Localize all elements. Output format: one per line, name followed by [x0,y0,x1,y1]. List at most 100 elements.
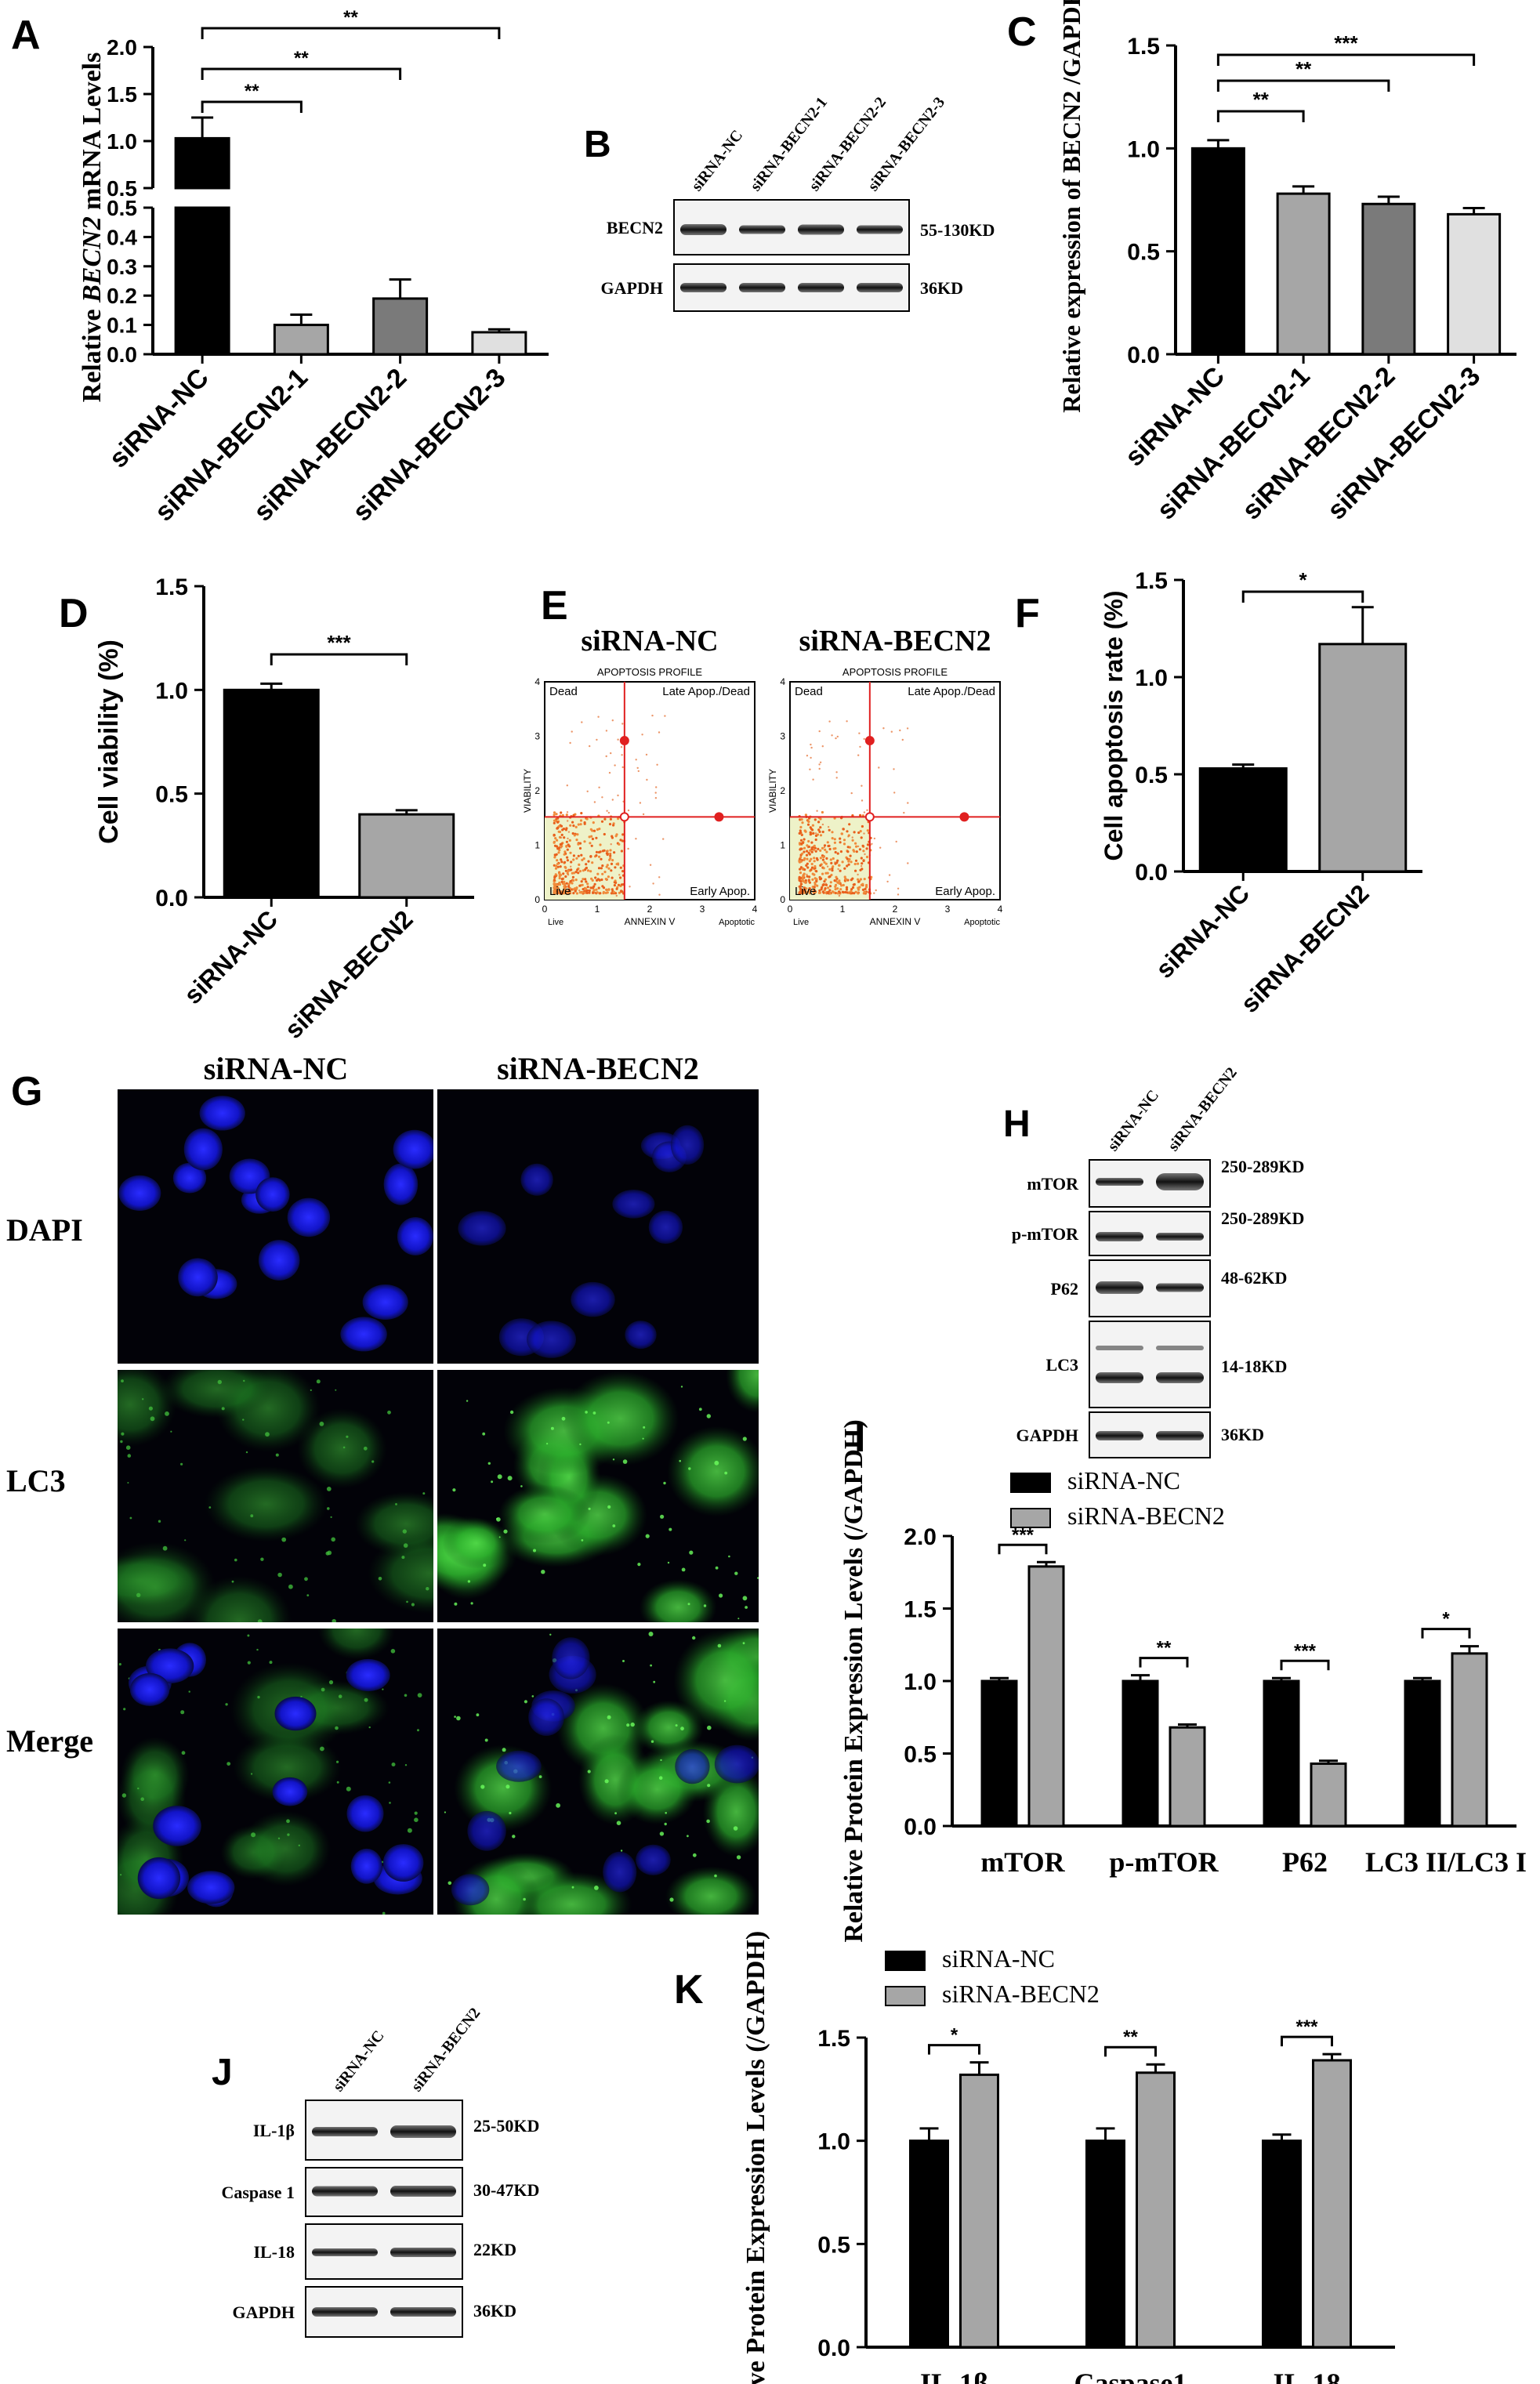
lc3-puncta [127,1454,132,1458]
event-dot [596,891,599,894]
event-dot [571,882,574,885]
event-dot [596,738,598,741]
event-dot [642,813,645,816]
flow-x-tick: 4 [752,904,758,915]
flow-y-tick: 3 [780,731,785,742]
event-dot [567,831,571,833]
bar-sirna-nc [980,1679,1018,1828]
event-dot [605,850,608,853]
event-dot [577,842,580,846]
event-dot [555,853,558,856]
lc3-puncta [669,1527,672,1531]
y-tick-label: 0.5 [817,2232,850,2258]
event-dot [658,876,661,879]
lc3-puncta [707,1784,711,1788]
dapi-nucleus [129,1672,170,1706]
event-dot [565,827,568,830]
dapi-nucleus [274,1696,317,1731]
lc3-puncta [622,1459,628,1464]
event-dot [562,889,565,893]
event-dot [828,885,832,888]
lc3-puncta [454,1716,456,1718]
event-dot [822,883,825,886]
dapi-nucleus [137,1857,181,1900]
event-dot [878,766,880,769]
lc3-puncta [630,1722,635,1727]
y-tick-label: 0.5 [107,176,137,201]
event-dot [803,857,806,860]
event-dot [613,851,616,854]
event-dot [850,888,853,891]
event-dot [807,879,810,882]
event-dot [861,799,864,802]
lc3-cell [442,1517,510,1569]
lc3-puncta [208,1506,212,1509]
panel-label-h: H [1003,1103,1031,1145]
event-dot [591,861,594,864]
quadrant-name-live: Live [549,885,571,898]
event-dot [861,888,865,891]
quadrant-name-late: Late Apop./Dead [908,685,995,698]
event-dot [578,889,581,892]
legend-label: siRNA-NC [942,1944,1055,1973]
event-dot [812,778,814,781]
event-dot [807,839,810,843]
event-dot [581,721,583,723]
blot-band [798,224,844,235]
lc3-puncta [549,1633,552,1636]
event-dot [832,865,835,868]
significance-bracket [1216,79,1390,92]
event-dot [557,888,560,892]
lc3-puncta [581,1539,584,1542]
event-dot [560,858,563,861]
micrograph-content [118,1629,424,1915]
event-dot [799,818,802,821]
lc3-puncta [579,1443,582,1446]
event-dot [819,826,822,829]
event-dot [589,842,592,845]
event-dot [811,872,814,875]
event-dot [826,891,829,894]
event-dot [812,891,815,894]
event-dot [816,810,818,812]
event-dot [840,832,843,835]
event-dot [577,871,580,875]
event-dot [558,830,562,834]
event-dot [571,832,574,835]
bar [1361,202,1416,356]
lc3-puncta [520,1485,523,1487]
event-dot [585,867,588,870]
event-dot [655,786,658,788]
event-dot [861,862,864,865]
lc3-puncta [587,1770,591,1774]
blot-band [1156,1283,1204,1292]
bar [358,813,455,899]
event-dot [808,875,811,879]
event-dot [560,880,563,883]
lc3-cell [187,1575,292,1622]
event-dot [568,839,571,842]
lc3-puncta [265,1432,270,1437]
event-dot [560,833,563,836]
event-dot [823,844,827,847]
event-dot [813,886,816,889]
significance-label: ** [245,81,259,102]
event-dot [834,861,836,864]
x-tick-label: P62 [1282,1846,1328,1878]
event-dot [810,743,812,746]
event-dot [575,857,578,860]
lc3-puncta [247,1661,251,1665]
significance-label: *** [1334,31,1358,55]
event-dot [821,745,824,748]
event-dot [560,892,563,895]
event-dot [861,844,864,847]
event-dot [571,875,575,879]
flow-x-left: Live [548,918,563,927]
event-dot [612,824,615,827]
event-dot [863,878,866,881]
lc3-cell [368,1533,433,1614]
event-dot [565,840,569,843]
lc3-puncta [681,1567,686,1572]
lc3-puncta [637,1563,641,1567]
event-dot [822,856,825,859]
